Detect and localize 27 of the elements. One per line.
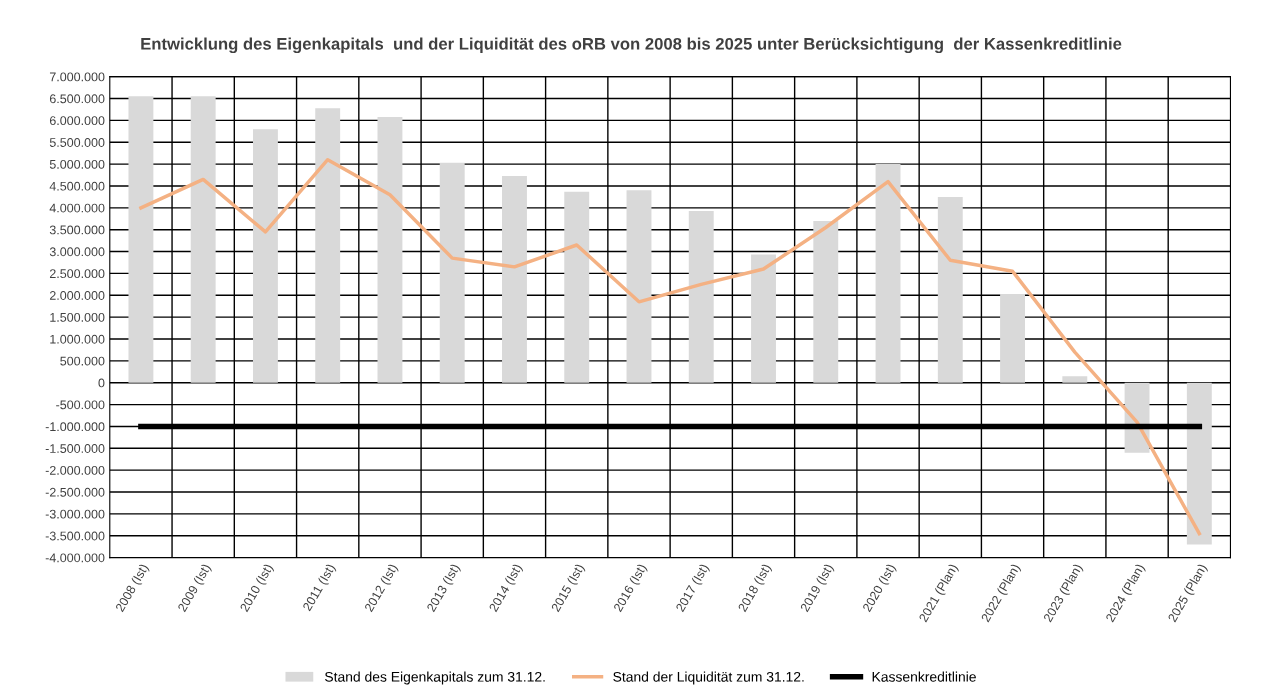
y-tick-label: 1.500.000: [50, 312, 105, 322]
y-tick-label: 2.000.000: [49, 291, 105, 300]
y-tick-label: 4.500.000: [49, 181, 105, 191]
y-tick-label: -3.000.000: [45, 509, 105, 519]
y-tick-label: 7.000.000: [49, 72, 105, 82]
y-tick-label: 5.000.000: [49, 159, 105, 169]
y-tick-label: 3.000.000: [49, 247, 105, 257]
y-tick-label: 6.000.000: [49, 116, 105, 126]
y-tick-label: -4.000.000: [45, 553, 105, 563]
y-tick-label: -2.000.000: [45, 465, 105, 475]
chart-title: Entwicklung des Eigenkapitals und der Liquidität des oRB von 2008 bis 2025 unter Berücksichtigung der Kassenkreditlinie: [141, 37, 1122, 54]
y-tick-label: -1.000.000: [45, 422, 105, 432]
y-tick-label: 5.500.000: [49, 138, 105, 147]
y-tick-label: 6.500.000: [49, 94, 105, 104]
y-tick-label: 500.000: [60, 356, 105, 366]
y-tick-label: 0: [98, 378, 105, 388]
y-tick-label: -3.500.000: [45, 531, 105, 541]
y-tick-label: -1.500.000: [45, 444, 105, 453]
y-tick-label: 3.500.000: [49, 225, 105, 235]
legend-label: Stand der Liquidität zum 31.12.: [613, 671, 804, 685]
y-tick-label: 2.500.000: [49, 269, 105, 279]
y-tick-label: -500.000: [56, 400, 105, 410]
y-tick-label: -2.500.000: [45, 487, 105, 497]
legend-label: Kassenkreditlinie: [872, 671, 976, 682]
legend-label: Stand des Eigenkapitals zum 31.12.: [325, 671, 545, 685]
y-tick-label: 4.000.000: [49, 203, 105, 213]
y-tick-label: 1.000.000: [50, 334, 105, 344]
